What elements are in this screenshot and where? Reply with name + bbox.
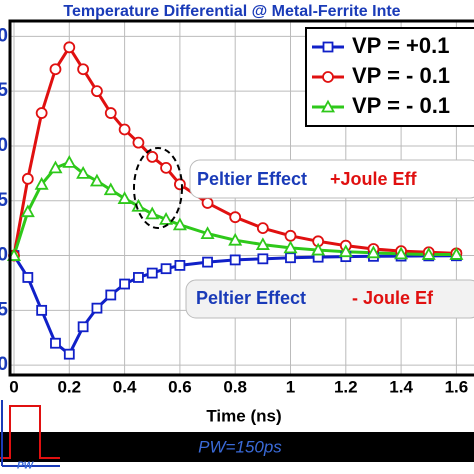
x-tick-label: 1.6 (445, 377, 469, 396)
legend-label: VP = - 0.1 (352, 93, 450, 118)
marker (255, 237, 270, 250)
x-tick-label: 0.2 (57, 377, 81, 396)
marker (160, 161, 172, 174)
marker (172, 217, 187, 231)
marker (173, 178, 186, 191)
marker (76, 165, 91, 179)
marker (63, 41, 76, 54)
marker (338, 244, 353, 258)
marker (48, 160, 63, 174)
legend-label: VP = +0.1 (352, 33, 449, 58)
marker (311, 242, 326, 256)
annotation: +Joule Eff (330, 169, 418, 189)
marker (320, 99, 336, 113)
x-tick-label: 0 (9, 377, 18, 396)
marker (283, 240, 298, 254)
marker (174, 260, 186, 271)
highlight-ellipse (133, 147, 183, 229)
x-tick-label: 1.4 (389, 377, 413, 396)
annotation: Peltier Effect (196, 288, 306, 308)
marker (35, 107, 48, 119)
marker (229, 211, 242, 224)
x-tick-label: 0.6 (168, 377, 192, 396)
marker (257, 253, 269, 265)
annotation: Peltier Effect (197, 169, 307, 189)
marker (228, 232, 243, 246)
marker (50, 337, 61, 349)
marker (200, 226, 215, 240)
marker (62, 155, 77, 168)
annotation-box (189, 159, 474, 199)
x-tick-label: 0.8 (223, 377, 247, 396)
marker (77, 63, 90, 76)
marker (103, 182, 118, 196)
marker (322, 41, 334, 53)
annotation-box (185, 279, 474, 319)
marker (285, 252, 296, 264)
marker (229, 254, 241, 266)
y-tick-label: 15 (0, 80, 8, 101)
marker (146, 267, 158, 279)
marker (146, 151, 159, 163)
marker (91, 302, 103, 314)
x-tick-label: 0.4 (113, 377, 137, 396)
pulse-label: PW (17, 461, 35, 472)
marker (34, 176, 49, 190)
marker (421, 247, 436, 260)
marker (36, 304, 48, 316)
marker (449, 247, 464, 260)
chart-title: Temperature Differential @ Metal-Ferrite… (63, 3, 400, 20)
marker (104, 107, 117, 119)
y-tick-label: 10 (0, 135, 8, 156)
marker (160, 263, 172, 275)
x-tick-label: 1 (286, 377, 295, 396)
marker (118, 123, 131, 136)
marker (394, 246, 409, 260)
plot-frame (8, 19, 474, 377)
marker (21, 172, 34, 185)
legend-label: VP = - 0.1 (352, 63, 450, 88)
x-tick-label: 1.2 (334, 377, 358, 396)
marker (322, 71, 334, 83)
marker (145, 206, 160, 220)
marker (22, 272, 34, 283)
marker (117, 191, 132, 204)
marker (91, 85, 103, 98)
marker (366, 245, 381, 259)
marker (202, 256, 213, 268)
x-axis-label: Time (ns) (206, 406, 281, 425)
pulse-bar (0, 432, 474, 462)
marker (132, 136, 145, 149)
y-tick-label: -5 (0, 299, 8, 320)
marker (256, 222, 269, 235)
marker (105, 289, 117, 301)
marker (77, 321, 89, 333)
marker (119, 278, 130, 290)
marker (20, 204, 35, 218)
y-tick-label: 5 (0, 190, 8, 211)
marker (89, 173, 104, 187)
y-tick-label: -10 (0, 354, 8, 375)
bar-label: PW=150ps (198, 437, 282, 456)
marker (201, 197, 214, 209)
annotation: - Joule Ef (352, 288, 434, 308)
pulse (0, 405, 60, 459)
y-tick-label: 20 (0, 25, 8, 46)
marker (63, 348, 75, 360)
marker (284, 229, 297, 242)
marker (159, 212, 174, 225)
marker (133, 272, 144, 283)
marker (49, 63, 62, 76)
y-tick-label: 0 (0, 245, 8, 266)
